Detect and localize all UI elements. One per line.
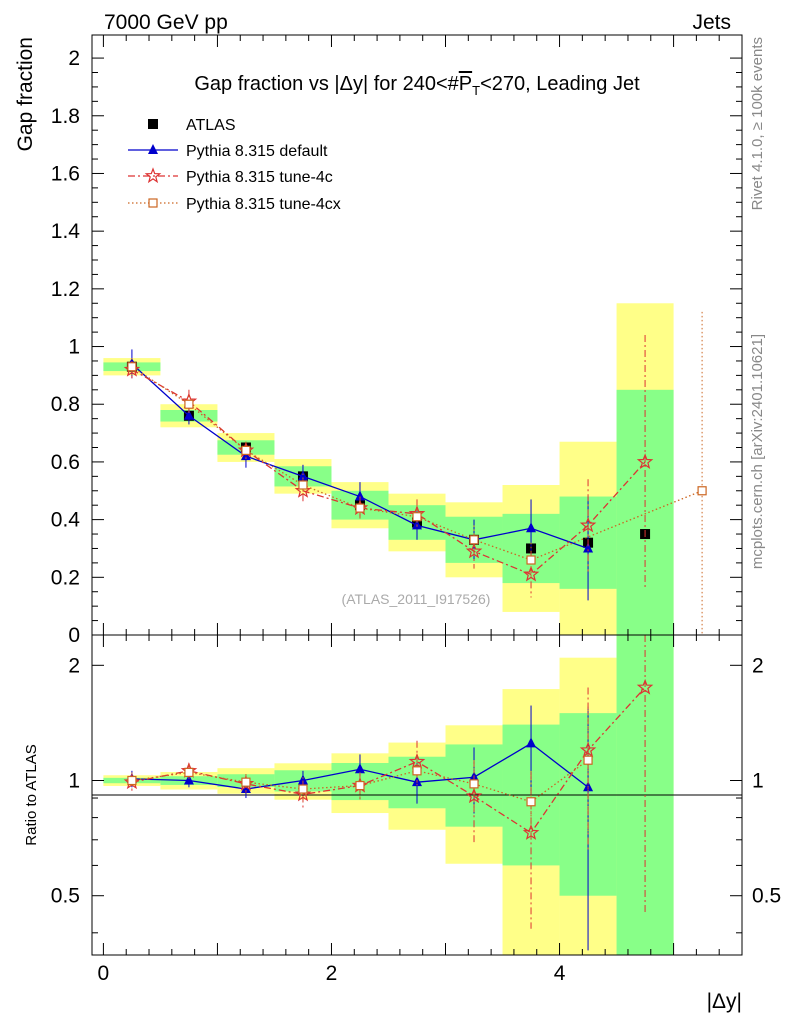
main-point-pythia-8-315-tune-4cx: [127, 362, 137, 372]
legend-atlas: ATLAS: [148, 117, 236, 134]
ratio-point-pythia-8-315-default: [297, 774, 308, 785]
main-point-pythia-8-315-tune-4c: [522, 565, 540, 582]
main-point-pythia-8-315-tune-4c: [123, 360, 141, 377]
x-tick-label: 2: [326, 962, 338, 985]
y-tick-label: 0.4: [51, 509, 81, 532]
legend-marker-atlas: [148, 119, 158, 129]
legend-label-atlas: ATLAS: [186, 117, 236, 134]
main-point-pythia-8-315-tune-4cx: [184, 399, 194, 409]
main-point-pythia-8-315-tune-4cx: [697, 486, 707, 496]
legend-label-tune4c: Pythia 8.315 tune-4c: [186, 169, 333, 186]
y-tick-label: 2: [68, 47, 80, 70]
y-tick-label: 0: [68, 624, 80, 647]
ratio-point-pythia-8-315-default: [526, 737, 537, 748]
main-point-pythia-8-315-tune-4c: [465, 542, 483, 559]
ratio-point-pythia-8-315-tune-4c: [579, 741, 597, 758]
title-sub: T: [472, 83, 480, 98]
main-point-pythia-8-315-tune-4cx: [355, 503, 365, 513]
ratio-point-pythia-8-315-tune-4cx: [412, 766, 422, 776]
main-point-pythia-8-315-default: [412, 519, 422, 530]
ratio-point-pythia-8-315-tune-4cx: [184, 767, 194, 778]
ratio-line-pythia-8-315-tune-4cx: [131, 759, 589, 803]
main-ylabel: Gap fraction: [14, 37, 37, 151]
ratio-point-pythia-8-315-tune-4cx: [298, 784, 308, 794]
main-point-pythia-8-315-tune-4cx: [298, 480, 308, 490]
series-pythia-8-315-tune-4cx: [127, 311, 707, 635]
title-prefix: Gap fraction vs |Δy| for 240<#: [194, 73, 459, 95]
legend-label-tune4cx: Pythia 8.315 tune-4cx: [186, 196, 341, 213]
legend-marker-tune4c: [144, 167, 162, 184]
ratio-ylabel: Ratio to ATLAS: [23, 744, 40, 845]
y-tick-label: 1.2: [51, 278, 80, 301]
main-point-pythia-8-315-tune-4c: [636, 453, 654, 469]
header-left: 7000 GeV pp: [104, 11, 228, 34]
main-point-pythia-8-315-default: [183, 409, 194, 420]
legend-default: Pythia 8.315 default: [128, 143, 328, 160]
ratio-point-pythia-8-315-tune-4cx: [355, 780, 365, 791]
y-tick-label: 1.6: [51, 162, 80, 185]
y-tick-label: 1.8: [51, 105, 80, 128]
ratio-tick-label-left: 0.5: [51, 885, 80, 908]
ratio-point-pythia-8-315-default: [240, 783, 251, 794]
main-point-pythia-8-315-tune-4cx: [526, 555, 536, 565]
legend-marker-default: [148, 144, 158, 154]
ratio-series-pythia-8-315-tune-4cx: [127, 709, 593, 840]
ratio-point-pythia-8-315-tune-4cx: [526, 797, 536, 807]
ratio-tick-label-right: 1: [752, 770, 764, 793]
legend-tune4cx: Pythia 8.315 tune-4cx: [128, 196, 341, 213]
main-point-pythia-8-315-tune-4cx: [241, 445, 251, 455]
ratio-point-pythia-8-315-tune-4c: [636, 678, 654, 695]
ratio-point-pythia-8-315-tune-4cx: [583, 755, 593, 765]
ratio-point-pythia-8-315-default: [183, 774, 194, 785]
y-tick-label: 1: [68, 336, 80, 359]
ratio-tick-label-right: 0.5: [752, 885, 781, 908]
ratio-tick-label-left: 1: [68, 770, 80, 793]
x-tick-label: 4: [554, 962, 566, 985]
x-tick-label: 0: [98, 962, 110, 985]
main-point-pythia-8-315-tune-4cx: [469, 535, 479, 545]
ratio-tick-label-right: 2: [752, 654, 764, 677]
axes-layer: 0 2 4 0 0.2 0.4 0.6 0.8 1 1.2 1.4 1.6 1.8 2 0.5 0.5 1 1 2 2: [51, 35, 781, 985]
legend-label-default: Pythia 8.315 default: [186, 143, 328, 160]
ratio-point-pythia-8-315-tune-4c: [465, 787, 483, 804]
ratio-point-pythia-8-315-tune-4cx: [241, 777, 251, 787]
header-right: Jets: [692, 11, 731, 34]
y-tick-label: 0.8: [51, 393, 80, 416]
ratio-point-pythia-8-315-tune-4cx: [127, 775, 137, 786]
legend-tune4c: Pythia 8.315 tune-4c: [128, 167, 333, 186]
y-tick-label: 1.4: [51, 220, 81, 243]
main-point-pythia-8-315-default: [526, 522, 537, 533]
y-tick-label: 0.2: [51, 566, 80, 589]
xlabel: |Δy|: [707, 990, 742, 1013]
mcplots-label: mcplots.cern.ch [arXiv:2401.10621]: [749, 334, 766, 569]
main-line-pythia-8-315-tune-4cx: [131, 366, 703, 561]
legend: ATLAS Pythia 8.315 default Pythia 8.315 …: [128, 117, 341, 213]
series-layer: [123, 311, 707, 951]
ratio-point-pythia-8-315-default: [354, 763, 365, 774]
analysis-watermark: (ATLAS_2011_I917526): [342, 591, 491, 607]
chart-title: Gap fraction vs |Δy| for 240<#PT<270, Le…: [194, 73, 640, 98]
legend-marker-tune4cx: [148, 198, 158, 208]
main-point-pythia-8-315-tune-4cx: [412, 512, 422, 522]
rivet-label: Rivet 4.1.0, ≥ 100k events: [749, 37, 766, 210]
main-point-pythia-8-315-default: [297, 470, 308, 481]
ratio-tick-label-left: 2: [68, 654, 80, 677]
ratio-frame: [91, 634, 743, 956]
y-tick-label: 0.6: [51, 451, 80, 474]
title-p: P: [459, 73, 472, 95]
main-point-pythia-8-315-default: [354, 490, 365, 501]
main-point-pythia-8-315-tune-4c: [579, 516, 597, 533]
ratio-point-pythia-8-315-tune-4cx: [469, 779, 479, 789]
main-point-pythia-8-315-default: [583, 542, 594, 553]
title-suffix: <270, Leading Jet: [480, 73, 640, 95]
